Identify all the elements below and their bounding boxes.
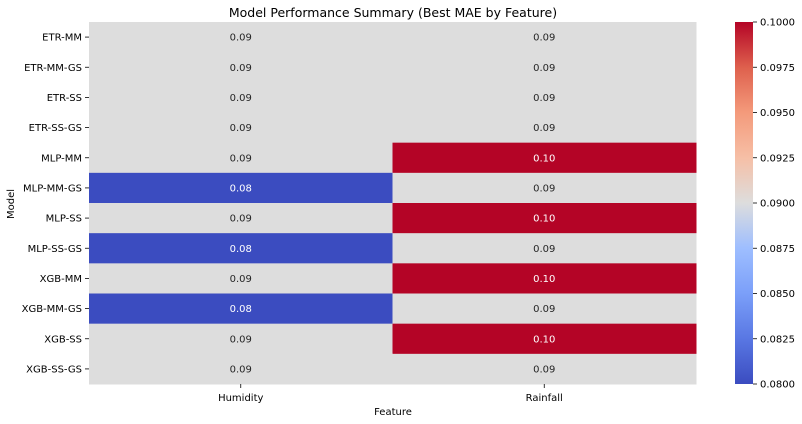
cell-value-label: 0.09 xyxy=(230,364,252,375)
heatmap-cell xyxy=(89,112,393,144)
heatmap-cell-labels: 0.09 0.09 0.09 0.09 0.09 0.09 0.09 0.09 0.09 0.10… xyxy=(230,33,556,376)
y-tick-label: MLP-MM xyxy=(41,153,82,164)
heatmap-cell xyxy=(392,82,697,113)
heatmap-cell xyxy=(89,52,393,83)
heatmap-cell xyxy=(392,233,697,264)
colorbar-tick-label: 0.1000 xyxy=(760,18,795,29)
heatmap-cell xyxy=(89,353,393,385)
cell-value-label: 0.09 xyxy=(533,93,555,104)
heatmap-cell xyxy=(89,263,393,294)
cell-value-label: 0.09 xyxy=(230,334,252,345)
cell-value-label: 0.09 xyxy=(230,153,252,164)
heatmap-cell xyxy=(392,22,697,53)
cell-value-label: 0.10 xyxy=(533,214,555,225)
cell-value-label: 0.08 xyxy=(230,304,252,315)
y-tick-label: XGB-MM-GS xyxy=(22,304,82,315)
cell-value-label: 0.08 xyxy=(230,183,252,194)
heatmap-cell xyxy=(392,293,697,325)
heatmap-cells xyxy=(89,22,697,385)
cell-value-label: 0.10 xyxy=(533,274,555,285)
colorbar-tick-label: 0.0875 xyxy=(760,244,795,255)
cell-value-label: 0.09 xyxy=(533,304,555,315)
heatmap-cell xyxy=(89,293,393,325)
cell-value-label: 0.09 xyxy=(230,93,252,104)
heatmap-cell xyxy=(392,52,697,83)
y-tick-label: ETR-SS xyxy=(47,93,82,104)
y-axis-ticks: ETR-MM ETR-MM-GS ETR-SS ETR-SS-GS MLP-MM MLP-… xyxy=(22,33,89,375)
cell-value-label: 0.09 xyxy=(533,244,555,255)
cell-value-label: 0.09 xyxy=(230,33,252,44)
heatmap-cell xyxy=(392,112,697,144)
colorbar-tick-label: 0.0825 xyxy=(760,334,795,345)
heatmap-cell xyxy=(392,323,697,355)
heatmap-cell xyxy=(89,203,393,234)
colorbar-tick-label: 0.0900 xyxy=(760,199,795,210)
cell-value-label: 0.10 xyxy=(533,334,555,345)
cell-value-label: 0.09 xyxy=(230,214,252,225)
x-tick-label: Rainfall xyxy=(526,393,563,404)
cell-value-label: 0.09 xyxy=(533,33,555,44)
colorbar-tick-label: 0.0800 xyxy=(760,380,795,391)
y-tick-label: XGB-SS xyxy=(44,334,82,345)
heatmap-cell xyxy=(392,353,697,385)
heatmap-cell xyxy=(89,22,393,53)
cell-value-label: 0.10 xyxy=(533,153,555,164)
y-tick-label: MLP-SS-GS xyxy=(28,244,82,255)
heatmap-cell xyxy=(392,142,697,174)
heatmap-cell xyxy=(89,323,393,355)
colorbar-tick-label: 0.0850 xyxy=(760,289,795,300)
colorbar xyxy=(735,22,753,384)
x-tick-label: Humidity xyxy=(218,393,263,404)
cell-value-label: 0.09 xyxy=(230,123,252,134)
cell-value-label: 0.09 xyxy=(533,123,555,134)
cell-value-label: 0.09 xyxy=(533,183,555,194)
heatmap-cell xyxy=(392,203,697,234)
heatmap-cell xyxy=(392,263,697,294)
colorbar-ticks: 0.0800 0.0825 0.0850 0.0875 0.0900 0.0925 0.09… xyxy=(753,18,795,391)
y-tick-label: XGB-SS-GS xyxy=(26,364,82,375)
y-axis-label: Model xyxy=(6,189,17,219)
x-axis-label: Feature xyxy=(374,407,412,418)
heatmap-cell xyxy=(89,233,393,264)
heatmap-cell xyxy=(392,172,697,204)
y-tick-label: ETR-MM xyxy=(42,33,82,44)
y-tick-label: MLP-SS xyxy=(46,214,82,225)
cell-value-label: 0.09 xyxy=(533,63,555,74)
y-tick-label: XGB-MM xyxy=(40,274,82,285)
y-tick-label: ETR-SS-GS xyxy=(29,123,82,134)
cell-value-label: 0.08 xyxy=(230,244,252,255)
colorbar-tick-label: 0.0975 xyxy=(760,63,795,74)
heatmap-cell xyxy=(89,142,393,174)
cell-value-label: 0.09 xyxy=(533,364,555,375)
chart-title: Model Performance Summary (Best MAE by F… xyxy=(229,5,557,20)
y-tick-label: ETR-MM-GS xyxy=(24,63,82,74)
y-tick-label: MLP-MM-GS xyxy=(23,183,82,194)
colorbar-tick-label: 0.0925 xyxy=(760,153,795,164)
heatmap-cell xyxy=(89,172,393,204)
x-axis-ticks: Humidity Rainfall xyxy=(218,384,563,404)
heatmap-cell xyxy=(89,82,393,113)
cell-value-label: 0.09 xyxy=(230,274,252,285)
colorbar-tick-label: 0.0950 xyxy=(760,108,795,119)
cell-value-label: 0.09 xyxy=(230,63,252,74)
